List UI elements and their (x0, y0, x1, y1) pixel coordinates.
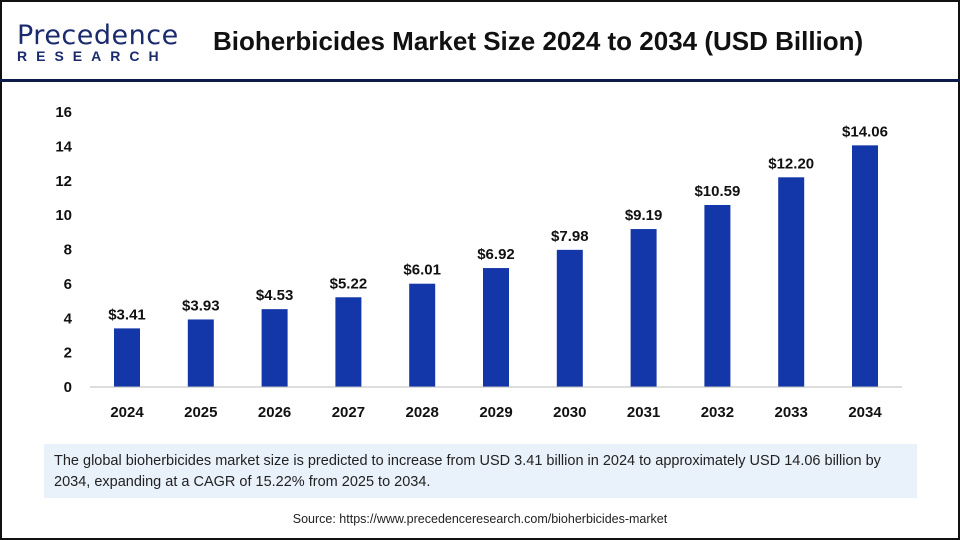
bar (778, 177, 805, 387)
x-tick-label: 2032 (701, 404, 734, 421)
y-tick-label: 8 (64, 242, 72, 259)
bar (335, 297, 362, 387)
bar (114, 328, 140, 387)
data-label: $3.93 (182, 297, 220, 314)
y-tick-label: 2 (64, 345, 72, 362)
y-tick-label: 0 (64, 379, 72, 396)
data-label: $9.19 (625, 207, 663, 224)
data-label: $12.20 (768, 155, 814, 172)
x-tick-label: 2026 (258, 404, 291, 421)
header-divider (0, 79, 960, 82)
y-tick-label: 14 (55, 138, 72, 155)
bar (261, 309, 288, 387)
x-tick-label: 2034 (848, 404, 882, 421)
x-tick-label: 2031 (627, 404, 660, 421)
bar (630, 229, 657, 387)
y-tick-label: 10 (55, 207, 72, 224)
data-label: $4.53 (256, 287, 294, 304)
logo-subtext: RESEARCH (17, 48, 168, 64)
data-label: $6.01 (403, 262, 441, 279)
bar-chart: 0 2 4 6 8 10 12 14 16 $3.41 2024 $3.93 2025 $4.53 2026… (55, 104, 902, 421)
data-label: $6.92 (477, 246, 515, 263)
data-label: $10.59 (694, 183, 740, 200)
x-tick-label: 2030 (553, 404, 586, 421)
x-tick-label: 2027 (332, 404, 365, 421)
bar (409, 283, 436, 387)
x-tick-label: 2028 (406, 404, 439, 421)
logo: Precedence RESEARCH (17, 20, 179, 64)
bar (187, 319, 214, 387)
x-tick-label: 2025 (184, 404, 217, 421)
data-label: $5.22 (330, 275, 368, 292)
summary-text: The global bioherbicides market size is … (44, 444, 917, 498)
y-tick-label: 16 (55, 104, 72, 121)
source-text: Source: https://www.precedenceresearch.c… (292, 512, 668, 526)
logo-text: Precedence (17, 20, 179, 51)
data-label: $7.98 (551, 228, 589, 245)
x-tick-label: 2029 (479, 404, 512, 421)
data-label: $14.06 (842, 123, 888, 140)
bar (556, 249, 583, 387)
y-tick-label: 12 (55, 173, 72, 190)
data-label: $3.41 (108, 306, 146, 323)
x-tick-label: 2033 (775, 404, 808, 421)
y-tick-label: 6 (64, 276, 72, 293)
x-tick-label: 2024 (110, 404, 144, 421)
y-tick-label: 4 (64, 310, 73, 327)
bar (483, 268, 509, 387)
bar (852, 145, 878, 387)
chart-title: Bioherbicides Market Size 2024 to 2034 (… (213, 26, 864, 56)
bar (704, 204, 731, 387)
